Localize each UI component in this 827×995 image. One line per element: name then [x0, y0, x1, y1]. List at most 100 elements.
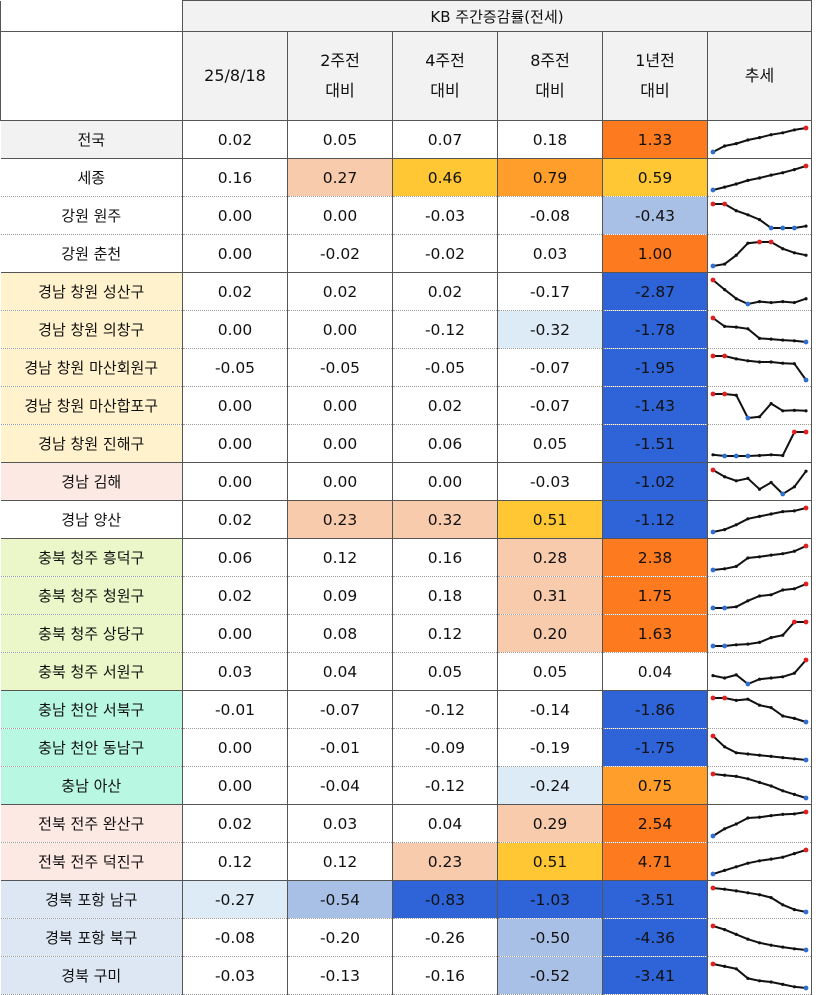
value-cell: -2.87 — [602, 272, 708, 311]
value-cell: 0.00 — [287, 310, 393, 349]
region-name: 경남 양산 — [0, 500, 183, 539]
region-name: 경남 창원 진해구 — [0, 424, 183, 463]
value-cell: 0.02 — [182, 500, 288, 539]
value-cell: 0.00 — [182, 728, 288, 767]
value-cell: 0.46 — [392, 158, 498, 197]
sparkline-point — [769, 553, 773, 557]
sparkline-point — [781, 755, 785, 759]
value-cell: 0.00 — [182, 386, 288, 425]
value-cell: 0.05 — [392, 652, 498, 691]
value-cell: -0.05 — [287, 348, 393, 387]
value-cell: 0.12 — [182, 842, 288, 881]
column-header: 추세 — [707, 31, 812, 121]
value-cell: -0.43 — [602, 196, 708, 235]
sparkline-svg — [710, 923, 809, 952]
trend-sparkline — [707, 272, 812, 311]
sparkline-point — [757, 359, 762, 364]
sparkline-point — [804, 408, 808, 412]
value-cell: -1.43 — [602, 386, 708, 425]
sparkline-point — [734, 478, 738, 482]
sparkline-max-point — [710, 733, 716, 738]
sparkline-point — [734, 325, 738, 329]
sparkline-max-point — [710, 277, 716, 282]
sparkline-line — [713, 696, 807, 723]
value-cell: -1.75 — [602, 728, 708, 767]
value-cell: 0.23 — [392, 842, 498, 881]
value-cell: -0.50 — [497, 918, 603, 957]
sparkline-min-point — [780, 491, 786, 496]
value-cell: 0.04 — [392, 804, 498, 843]
value-cell: 0.20 — [497, 614, 603, 653]
sparkline-point — [792, 984, 796, 988]
sparkline-point — [792, 756, 796, 760]
sparkline-point — [723, 927, 727, 931]
sparkline-point — [757, 978, 762, 982]
table-row: 전북 전주 완산구 0.02 0.03 0.04 0.29 2.54 — [0, 804, 812, 843]
sparkline-point — [792, 167, 796, 171]
sparkline-point — [804, 223, 808, 228]
sparkline-point — [781, 902, 785, 906]
sparkline-min-point — [803, 339, 809, 344]
value-cell: 0.16 — [182, 158, 288, 197]
value-cell: 0.00 — [182, 462, 288, 501]
trend-sparkline — [707, 462, 812, 501]
value-cell: -0.12 — [392, 766, 498, 805]
value-cell: -4.36 — [602, 918, 708, 957]
sparkline-point — [792, 549, 796, 553]
sparkline-max-point — [710, 353, 716, 358]
sparkline-point — [746, 598, 750, 602]
trend-sparkline — [707, 424, 812, 463]
trend-sparkline — [707, 728, 812, 767]
sparkline-point — [781, 982, 785, 986]
sparkline-point — [781, 246, 785, 250]
value-cell: 0.18 — [497, 120, 603, 159]
sparkline-point — [723, 868, 727, 872]
sparkline-svg — [710, 353, 809, 382]
sparkline-svg — [710, 543, 809, 572]
value-cell: 1.33 — [602, 120, 708, 159]
value-cell: -0.13 — [287, 956, 393, 995]
sparkline-point — [746, 861, 750, 865]
sparkline-point — [792, 851, 796, 855]
sparkline-line — [712, 810, 807, 837]
region-name: 충남 천안 동남구 — [0, 728, 183, 767]
value-cell: 0.04 — [287, 652, 393, 691]
value-cell: -0.02 — [392, 234, 498, 273]
sparkline-point — [757, 554, 762, 558]
sparkline-max-point — [803, 847, 809, 852]
column-header-line1: 8주전 — [530, 51, 570, 70]
sparkline-line — [712, 886, 807, 913]
value-cell: -0.07 — [497, 348, 603, 387]
trend-sparkline — [707, 652, 812, 691]
sparkline-point — [781, 587, 785, 592]
sparkline-point — [746, 976, 750, 980]
sparkline-min-point — [745, 681, 751, 686]
sparkline-point — [746, 326, 750, 330]
sparkline-point — [734, 774, 738, 778]
sparkline-max-point — [768, 239, 774, 244]
sparkline-point — [723, 287, 727, 291]
sparkline-max-point — [710, 695, 716, 700]
sparkline-point — [757, 815, 762, 819]
table-row: 경남 창원 성산구 0.02 0.02 0.02 -0.17 -2.87 — [0, 272, 812, 311]
sparkline-point — [757, 940, 762, 944]
sparkline-point — [723, 826, 727, 830]
region-name: 강원 춘천 — [0, 234, 183, 273]
region-name: 강원 원주 — [0, 196, 183, 235]
sparkline-point — [746, 751, 750, 756]
value-cell: 0.28 — [497, 538, 603, 577]
region-name: 경남 창원 의창구 — [0, 310, 183, 349]
table-row: 경남 창원 마산합포구 0.00 0.00 0.02 -0.07 -1.43 — [0, 386, 812, 425]
sparkline-point — [734, 698, 738, 702]
table-row: 충북 청주 흥덕구 0.06 0.12 0.16 0.28 2.38 — [0, 538, 812, 577]
value-cell: -0.08 — [497, 196, 603, 235]
value-cell: -0.05 — [392, 348, 498, 387]
sparkline-point — [734, 208, 738, 212]
sparkline-point — [734, 864, 738, 868]
sparkline-min-point — [780, 225, 786, 230]
value-cell: 1.00 — [602, 234, 708, 273]
sparkline-svg — [710, 885, 809, 914]
region-name: 경남 창원 마산회원구 — [0, 348, 183, 387]
value-cell: 0.51 — [497, 500, 603, 539]
sparkline-point — [746, 137, 750, 142]
